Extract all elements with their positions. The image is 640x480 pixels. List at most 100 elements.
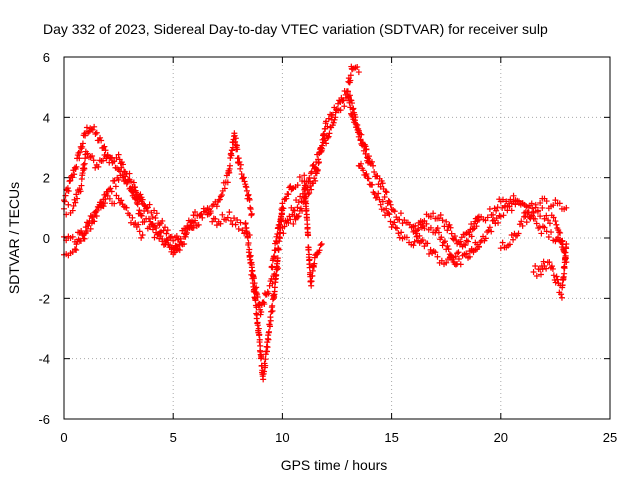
data-point [555, 234, 562, 241]
y-tick-label: 2 [43, 171, 50, 186]
data-point [465, 238, 472, 245]
data-point [331, 104, 338, 111]
data-point [499, 196, 506, 203]
data-point [424, 240, 431, 247]
data-point [182, 226, 189, 233]
data-point [352, 114, 359, 121]
data-point [441, 238, 448, 245]
data-point [195, 221, 202, 228]
data-point [274, 266, 281, 273]
x-tick-label: 0 [60, 430, 67, 445]
data-point [91, 218, 98, 225]
data-point [138, 234, 145, 241]
data-point [558, 291, 565, 298]
data-point [504, 203, 511, 210]
data-point [434, 225, 441, 232]
data-point [347, 77, 354, 84]
data-point [74, 195, 81, 202]
data-point [254, 322, 261, 329]
data-point [486, 224, 493, 231]
data-point [455, 256, 462, 262]
series-track-12 [344, 88, 482, 247]
data-point [469, 226, 476, 233]
data-point [164, 227, 171, 234]
data-point [239, 227, 246, 234]
data-point [174, 236, 181, 243]
data-point [280, 230, 287, 237]
data-point [258, 354, 265, 361]
data-point [226, 209, 233, 216]
data-point [78, 227, 85, 234]
data-point [444, 243, 451, 250]
y-tick-label: 4 [43, 110, 50, 125]
series-track-10 [279, 63, 362, 237]
y-tick-label: 6 [43, 50, 50, 65]
data-point [446, 221, 453, 228]
data-point [372, 194, 379, 201]
data-point [474, 214, 481, 221]
data-point [392, 224, 399, 231]
data-point [86, 220, 93, 227]
data-point [111, 200, 118, 207]
data-point [465, 254, 472, 261]
data-point [362, 143, 369, 150]
data-point [519, 200, 526, 207]
data-point [158, 228, 165, 235]
data-point [506, 241, 513, 248]
data-point [108, 188, 115, 195]
data-point [107, 185, 114, 192]
data-point [128, 188, 135, 195]
data-point [73, 241, 80, 248]
data-point [541, 224, 548, 231]
data-point [224, 214, 231, 221]
data-point [413, 233, 420, 240]
data-point [543, 228, 550, 235]
data-point [423, 220, 430, 227]
data-point [217, 220, 224, 227]
data-point [113, 192, 120, 199]
data-point [530, 209, 537, 216]
data-point [344, 88, 351, 95]
data-point [85, 129, 92, 136]
data-point [69, 207, 76, 214]
data-point [507, 196, 514, 203]
data-point [218, 191, 225, 198]
data-point [499, 239, 506, 246]
data-point [235, 225, 242, 232]
data-point [553, 273, 560, 280]
data-point [118, 197, 125, 204]
data-point [549, 265, 556, 272]
data-point [522, 213, 529, 220]
data-point [145, 215, 152, 222]
y-tick-label: -6 [38, 412, 50, 427]
data-point [339, 97, 346, 104]
data-point [85, 222, 92, 229]
data-point [69, 233, 76, 240]
data-point [317, 242, 324, 249]
data-point [226, 162, 233, 169]
series-track-17 [530, 241, 570, 301]
data-point [64, 185, 71, 192]
data-point [379, 198, 386, 205]
data-point [546, 220, 553, 227]
data-point [463, 250, 470, 257]
data-point [355, 69, 362, 76]
data-point [71, 246, 78, 253]
data-point [271, 253, 278, 260]
data-point [440, 239, 447, 246]
data-points [61, 63, 570, 383]
data-point [443, 218, 450, 225]
data-point [548, 263, 555, 270]
data-point [519, 222, 526, 229]
data-point [515, 230, 522, 237]
data-point [362, 150, 369, 157]
data-point [387, 201, 394, 208]
data-point [546, 259, 553, 266]
data-point [217, 193, 224, 200]
data-point [324, 123, 331, 130]
data-point [525, 209, 532, 216]
data-point [493, 207, 500, 214]
data-point [499, 204, 506, 211]
data-point [255, 325, 262, 332]
data-point [179, 241, 186, 248]
